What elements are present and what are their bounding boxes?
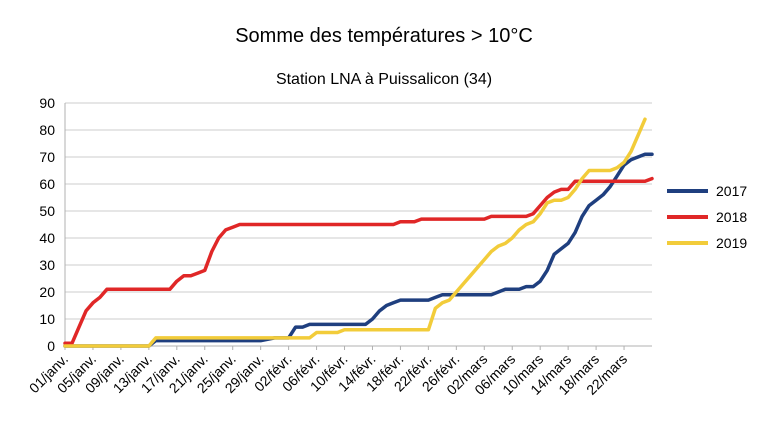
series-line-2018 xyxy=(63,176,654,346)
y-tick-label: 30 xyxy=(39,257,55,273)
series-line-2017 xyxy=(63,152,654,348)
y-tick-label: 20 xyxy=(39,284,55,300)
chart-title: Somme des températures > 10°C xyxy=(235,25,533,47)
y-tick-label: 70 xyxy=(39,149,55,165)
x-axis-ticks: 01/janv.05/janv.09/janv.13/janv.17/janv.… xyxy=(26,346,630,398)
legend-label-2019: 2019 xyxy=(716,235,747,251)
y-tick-label: 10 xyxy=(39,311,55,327)
gridlines xyxy=(64,102,652,347)
y-tick-label: 80 xyxy=(39,122,55,138)
chart-subtitle: Station LNA à Puissalicon (34) xyxy=(276,71,492,88)
y-tick-label: 90 xyxy=(39,95,55,111)
legend-label-2017: 2017 xyxy=(716,183,747,199)
y-tick-label: 40 xyxy=(39,230,55,246)
legend: 2017 2018 2019 xyxy=(667,183,747,251)
legend-label-2018: 2018 xyxy=(716,209,747,225)
y-tick-label: 60 xyxy=(39,176,55,192)
y-tick-label: 50 xyxy=(39,203,55,219)
series-lines xyxy=(63,117,654,348)
y-axis-ticks: 0 10 20 30 40 50 60 70 80 90 xyxy=(39,95,55,354)
series-line-2019 xyxy=(63,117,647,348)
y-tick-label: 0 xyxy=(47,338,55,354)
